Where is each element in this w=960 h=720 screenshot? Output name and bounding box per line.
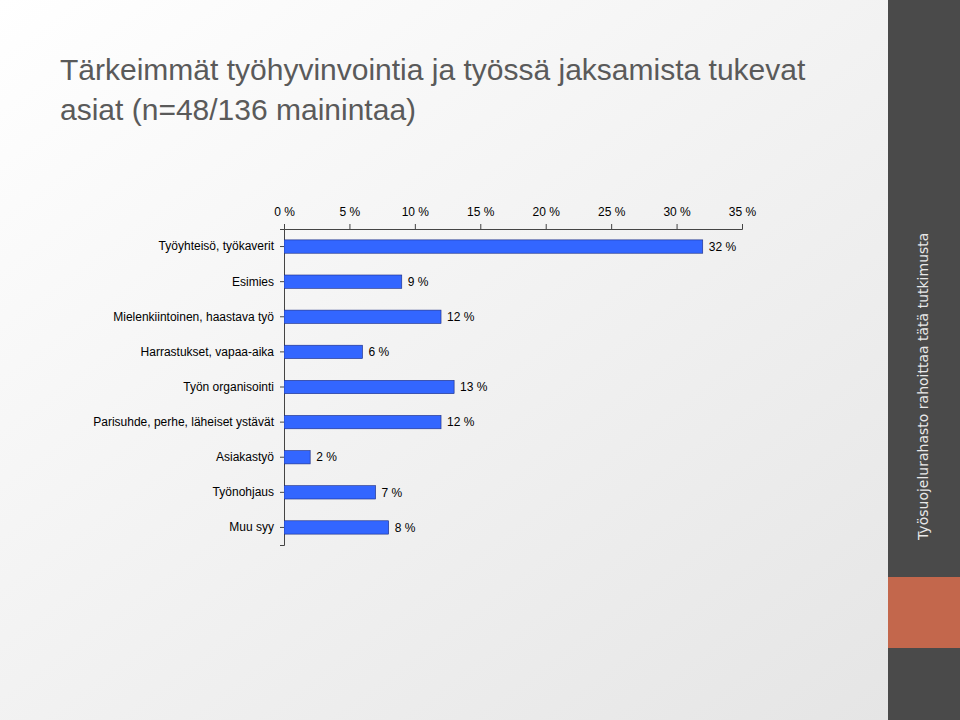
data-label: 2 %: [316, 450, 337, 464]
tick-mark: [280, 281, 284, 282]
tick: Työn organisointi: [183, 380, 284, 394]
data-label: 12 %: [447, 415, 475, 429]
sidebar-accent: [888, 577, 960, 648]
tick-label: Työn organisointi: [183, 380, 274, 394]
bar: [284, 240, 703, 253]
tick: 15 %: [467, 205, 495, 229]
tick: 30 %: [663, 205, 691, 229]
x-axis: 0 % 5 % 10 % 15 % 20 % 25 % 30 % 35 %: [274, 205, 756, 230]
slide: Työsuojelurahasto rahoittaa tätä tutkimu…: [0, 0, 960, 720]
data-label: 7 %: [382, 486, 403, 500]
tick-label: 0 %: [274, 205, 295, 219]
tick-mark: [415, 224, 416, 229]
data-label: 8 %: [395, 521, 416, 535]
tick: 25 %: [598, 205, 626, 229]
tick: Työyhteisö, työkaverit: [159, 239, 284, 253]
bar: [284, 345, 363, 358]
tick: Muu syy: [229, 520, 284, 534]
tick-label: 20 %: [533, 205, 561, 219]
data-label: 9 %: [408, 275, 429, 289]
background: [0, 0, 960, 720]
tick-label: Esimies: [232, 275, 274, 289]
tick-mark: [742, 224, 743, 229]
tick-mark: [677, 224, 678, 229]
data-label: 32 %: [709, 240, 737, 254]
tick-mark: [546, 224, 547, 229]
bars: [284, 240, 703, 534]
bar: [284, 275, 402, 288]
bar: [284, 451, 310, 464]
tick: Työnohjaus: [213, 485, 284, 499]
tick-mark: [280, 422, 284, 423]
tick: 5 %: [340, 205, 361, 229]
tick: 0 %: [274, 205, 295, 229]
tick-label: Mielenkiintoinen, haastava työ: [113, 310, 274, 324]
tick: Mielenkiintoinen, haastava työ: [113, 310, 284, 324]
bar: [284, 415, 441, 428]
tick: 20 %: [533, 205, 561, 229]
data-label: 6 %: [369, 345, 390, 359]
tick-mark: [280, 492, 284, 493]
tick-mark: [480, 224, 481, 229]
data-label: 12 %: [447, 310, 475, 324]
tick: Harrastukset, vapaa-aika: [141, 345, 284, 359]
tick-label: 25 %: [598, 205, 626, 219]
tick-mark: [284, 224, 285, 229]
tick-mark: [280, 387, 284, 388]
tick: 10 %: [402, 205, 430, 229]
annotation: Työsuojelurahasto rahoittaa tätä tutkimu…: [915, 233, 931, 541]
tick-label: Työnohjaus: [213, 485, 274, 499]
y-axis: Työyhteisö, työkaverit Esimies Mielenkiint…: [93, 230, 284, 546]
bar: [284, 521, 389, 534]
bar: [284, 310, 441, 323]
tick-mark: [611, 224, 612, 229]
tick: Parisuhde, perhe, läheiset ystävät: [93, 415, 284, 429]
tick-mark: [280, 316, 284, 317]
tick-label: 30 %: [663, 205, 691, 219]
tick: 35 %: [729, 205, 757, 229]
tick-label: 10 %: [402, 205, 430, 219]
tick-label: Muu syy: [229, 520, 274, 534]
tick-mark: [280, 457, 284, 458]
tick-label: 15 %: [467, 205, 495, 219]
bar: [284, 486, 376, 499]
tick-mark: [349, 224, 350, 229]
data-label: 13 %: [460, 380, 488, 394]
tick-label: Työyhteisö, työkaverit: [159, 239, 275, 253]
tick-label: Parisuhde, perhe, läheiset ystävät: [93, 415, 274, 429]
tick-label: 5 %: [340, 205, 361, 219]
tick: Asiakastyö: [216, 450, 284, 464]
axis-line: [285, 224, 743, 230]
axis-line: [280, 230, 285, 546]
data-labels: 32 % 9 % 12 % 6 % 13 % 12 % 2 % 7 % 8 %: [316, 240, 736, 535]
tick-mark: [280, 351, 284, 352]
tick-label: Asiakastyö: [216, 450, 274, 464]
title: Tärkeimmät työhyvinvointia ja työssä jak…: [60, 53, 806, 126]
tick-label: 35 %: [729, 205, 757, 219]
bar: [284, 380, 454, 393]
tick-label: Harrastukset, vapaa-aika: [141, 345, 275, 359]
tick-mark: [280, 527, 284, 528]
sidebar: [888, 0, 960, 720]
tick-mark: [280, 246, 284, 247]
tick: Esimies: [232, 275, 284, 289]
